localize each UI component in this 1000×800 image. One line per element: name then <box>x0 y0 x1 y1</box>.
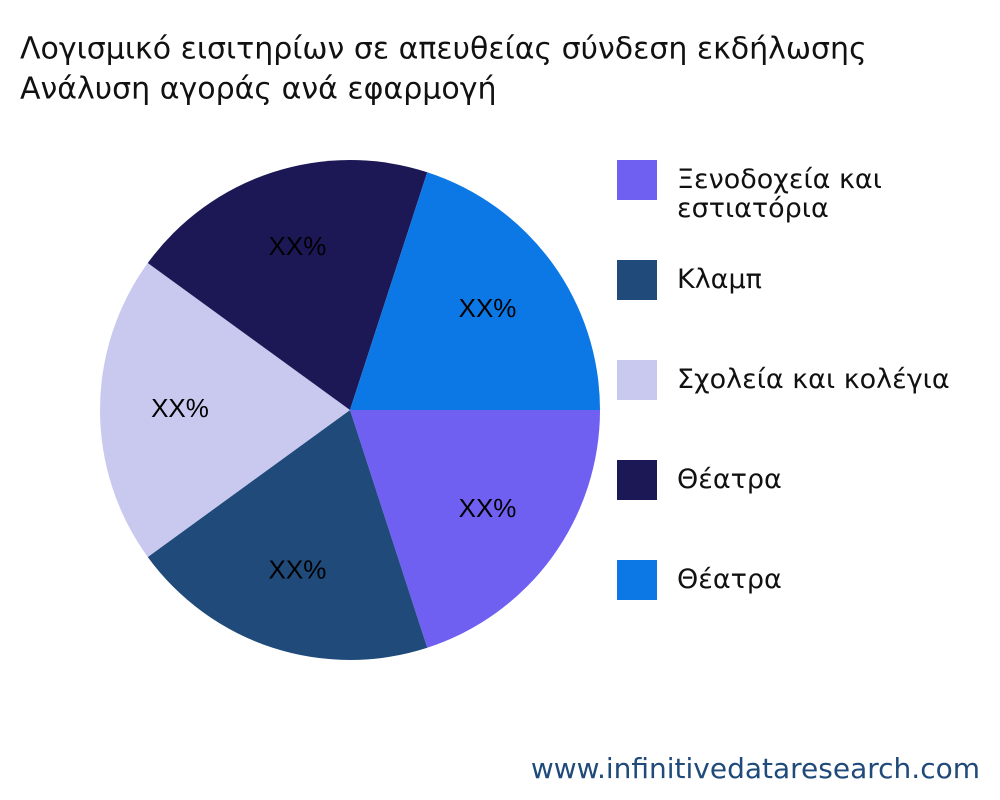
legend-item: Θέατρα <box>617 460 997 500</box>
legend-item: Σχολεία και κολέγια <box>617 360 997 400</box>
legend-swatch <box>617 460 657 500</box>
legend-swatch <box>617 560 657 600</box>
legend-swatch <box>617 360 657 400</box>
legend-item: Θέατρα <box>617 560 997 600</box>
data-label: XX% <box>459 293 517 323</box>
legend-label: Κλαμπ <box>677 264 762 295</box>
legend-item: Κλαμπ <box>617 260 997 300</box>
data-label: XX% <box>151 393 209 423</box>
pie-slice <box>147 160 428 410</box>
data-label: XX% <box>459 493 517 523</box>
pie-slice <box>350 172 600 410</box>
legend-label: Σχολεία και κολέγια <box>677 364 950 395</box>
legend-swatch <box>617 160 657 200</box>
pie-slice <box>147 410 428 660</box>
pie-slice <box>350 410 600 648</box>
legend-item: Ξενοδοχεία και εστιατόρια <box>617 160 997 223</box>
pie-slice <box>100 263 350 557</box>
data-label: XX% <box>269 231 327 261</box>
legend-label: Ξενοδοχεία και εστιατόρια <box>677 164 882 224</box>
chart-subtitle: Ανάλυση αγοράς ανά εφαρμογή <box>20 72 496 107</box>
legend-label: Θέατρα <box>677 464 782 495</box>
legend-swatch <box>617 260 657 300</box>
legend-label: Θέατρα <box>677 564 782 595</box>
data-label: XX% <box>269 555 327 585</box>
watermark: www.infinitivedataresearch.com <box>531 752 980 785</box>
chart-title: Λογισμικό εισιτηρίων σε απευθείας σύνδεσ… <box>20 32 867 67</box>
